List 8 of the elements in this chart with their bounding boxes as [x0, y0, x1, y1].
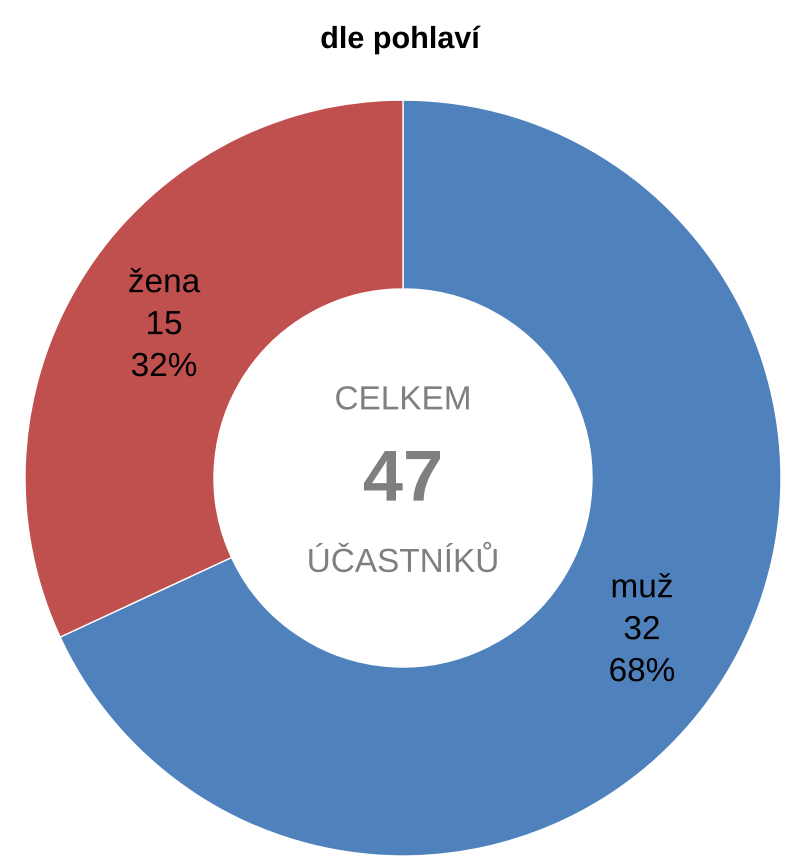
slice-label: muž [612, 572, 672, 598]
data-label: 32 68% [610, 616, 674, 682]
slice-label: žena [129, 268, 200, 292]
data-label: 15 32% [132, 311, 196, 376]
text: 47 [364, 450, 440, 501]
text: ÚČASTNÍKŮ [309, 542, 497, 572]
chart-title: dle pohlaví [321, 26, 481, 54]
text: CELKEM [336, 386, 469, 410]
